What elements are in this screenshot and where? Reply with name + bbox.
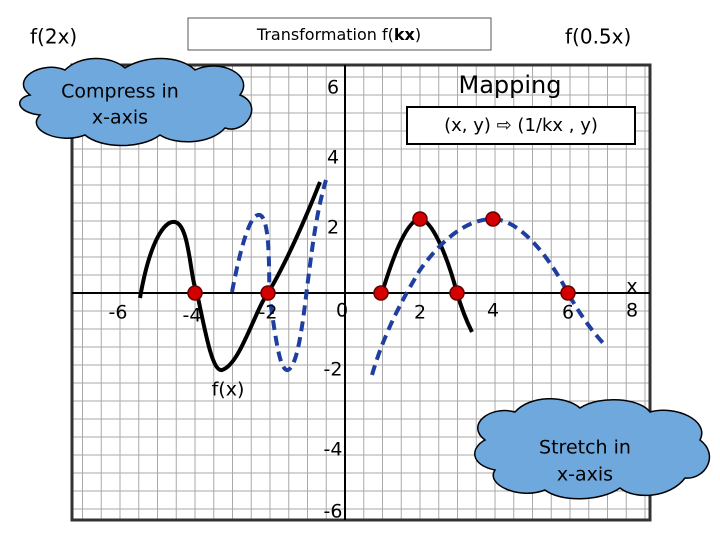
x-tick-label: 2 (414, 302, 426, 324)
callout-text: x-axis (92, 107, 148, 129)
points (187, 211, 576, 301)
compress-cloud (19, 57, 253, 147)
title-part: Transformation f( (256, 25, 394, 44)
x-tick-label: 6 (562, 302, 574, 324)
y-tick-label: 2 (327, 217, 339, 239)
y-tick-label: -4 (324, 439, 343, 461)
point (485, 211, 501, 227)
x-tick-label: -6 (109, 302, 128, 324)
point (260, 285, 276, 301)
title-part: ) (415, 25, 421, 44)
title-part: kx (394, 25, 416, 44)
callout-text: Stretch in (539, 437, 631, 459)
point (187, 285, 203, 301)
mapping-rule: (x, y) ⇨ (1/kx , y) (444, 115, 598, 136)
curve-f-right (380, 216, 474, 333)
point (560, 285, 576, 301)
right-label: f(0.5x) (565, 25, 631, 49)
title: Transformation f(kx) (256, 25, 421, 44)
y-tick-label: -6 (324, 501, 343, 523)
tick-labels: -6 -4 -2 0 2 4 6 8 6 4 2 -2 -4 -6 (109, 77, 639, 523)
mapping-box (406, 106, 636, 145)
x-tick-label: 8 (626, 300, 638, 322)
curve-f2x-left (230, 179, 328, 372)
mapping-title: Mapping (459, 71, 562, 99)
y-tick-label: 4 (327, 147, 339, 169)
left-label: f(2x) (30, 25, 77, 49)
curve-f (138, 181, 322, 372)
point (449, 285, 465, 301)
point (412, 211, 428, 227)
callout-text: x-axis (557, 464, 613, 486)
stretch-cloud (474, 397, 711, 500)
x-tick-label: 4 (487, 300, 499, 322)
x-tick-label: 0 (336, 300, 348, 322)
x-axis-label: x (626, 276, 637, 298)
x-tick-label: -4 (183, 305, 202, 327)
curve-label: f(x) (212, 379, 245, 401)
x-tick-label: -2 (259, 302, 278, 324)
y-tick-label: 6 (327, 77, 339, 99)
title-box (187, 17, 492, 51)
y-tick-label: -2 (324, 359, 343, 381)
callout-text: Compress in (61, 81, 179, 103)
point (373, 285, 389, 301)
